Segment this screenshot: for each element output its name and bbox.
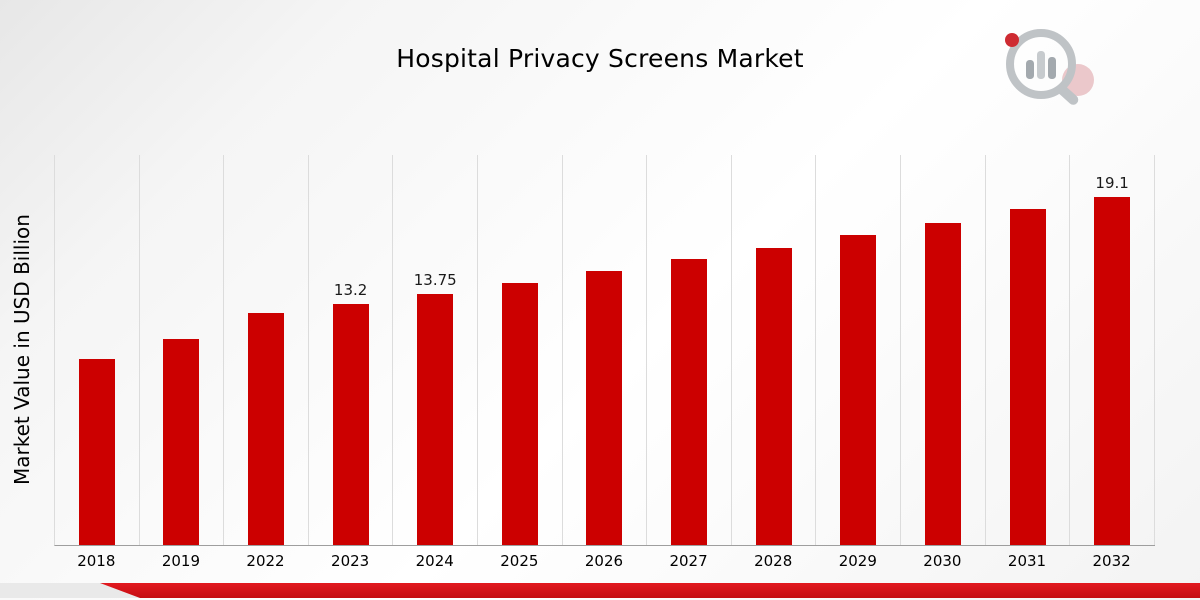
bar-value-label-2032: 19.1 [1095,173,1129,192]
bar-value-label-2024: 13.75 [413,271,457,290]
bar-2023 [332,304,369,545]
x-tick-2022: 2022 [246,552,285,570]
x-tick-2031: 2031 [1007,552,1047,570]
bar-2029 [840,235,877,545]
category-cell-2022 [224,155,309,545]
x-tick-2025: 2025 [500,552,539,570]
x-tick-2030: 2030 [923,552,962,570]
x-tick-2029: 2029 [838,552,877,570]
y-axis-label: Market Value in USD Billion [10,214,34,486]
x-tick-2032: 2032 [1092,552,1131,570]
category-cell-2031 [986,155,1071,545]
bar-2025 [501,282,538,545]
bar-2019 [163,339,200,545]
bar-2028 [755,247,792,545]
bar-2024 [417,294,454,545]
bar-2026 [586,270,623,545]
category-cell-2024: 13.75 [393,155,479,545]
bar-2032 [1094,196,1131,545]
category-cell-2018 [55,155,140,545]
x-tick-2027: 2027 [669,552,708,570]
bar-2030 [924,223,961,545]
category-cell-2023: 13.2 [309,155,394,545]
x-tick-2018: 2018 [77,552,116,570]
chart-title: Hospital Privacy Screens Market [396,44,804,73]
bar-2031 [1009,208,1046,545]
category-cell-2028 [732,155,817,545]
x-tick-2019: 2019 [161,552,200,570]
category-cell-2029 [816,155,902,545]
bar-2018 [78,359,115,545]
x-tick-2026: 2026 [584,552,624,570]
bar-value-label-2023: 13.2 [333,281,368,300]
x-tick-2024: 2024 [415,552,454,570]
x-axis-ticks: 2018 2019 2022 2023 2024 2025 2026 2027 2028 2029… [54,552,1154,570]
category-cell-2025 [478,155,563,545]
category-cell-2030 [901,155,986,545]
plot-area: 13.2 13.75 19.1 [54,155,1155,546]
bottom-ribbon [0,583,1200,598]
brand-logo-icon [1005,29,1094,105]
bar-2022 [248,312,285,545]
x-tick-2028: 2028 [754,552,793,570]
category-cell-2032: 19.1 [1070,155,1155,545]
bar-2027 [671,258,708,545]
category-cell-2019 [140,155,225,545]
ribbon-wedge [0,583,140,598]
x-tick-2023: 2023 [331,552,370,570]
category-cell-2026 [563,155,648,545]
category-cell-2027 [647,155,732,545]
